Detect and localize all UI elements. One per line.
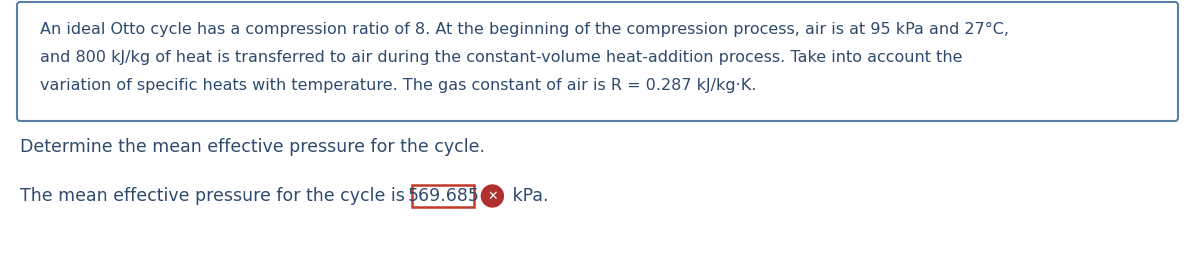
Text: variation of specific heats with temperature. The gas constant of air is R = 0.2: variation of specific heats with tempera…	[40, 78, 756, 93]
FancyBboxPatch shape	[17, 2, 1178, 121]
Text: ✕: ✕	[487, 190, 498, 203]
Text: kPa.: kPa.	[508, 187, 548, 205]
Text: An ideal Otto cycle has a compression ratio of 8. At the beginning of the compre: An ideal Otto cycle has a compression ra…	[40, 22, 1009, 37]
Text: and 800 kJ/kg of heat is transferred to air during the constant-volume heat-addi: and 800 kJ/kg of heat is transferred to …	[40, 50, 962, 65]
Text: The mean effective pressure for the cycle is: The mean effective pressure for the cycl…	[20, 187, 410, 205]
Circle shape	[481, 185, 503, 207]
Text: 569.685: 569.685	[408, 187, 479, 205]
FancyBboxPatch shape	[413, 185, 474, 207]
Text: Determine the mean effective pressure for the cycle.: Determine the mean effective pressure fo…	[20, 138, 485, 156]
